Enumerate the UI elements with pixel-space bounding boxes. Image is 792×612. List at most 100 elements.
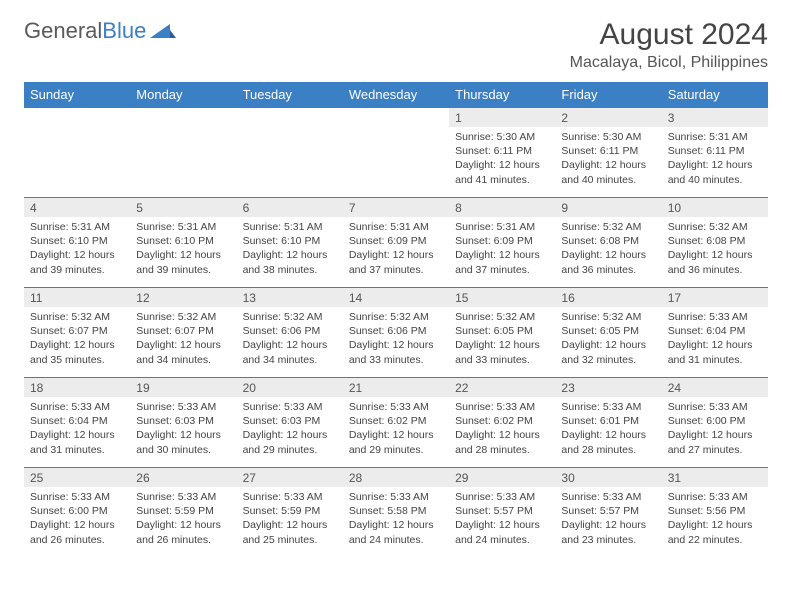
- month-title: August 2024: [570, 18, 768, 52]
- calendar-cell: ..: [24, 108, 130, 198]
- calendar-cell: 29Sunrise: 5:33 AMSunset: 5:57 PMDayligh…: [449, 468, 555, 558]
- day-number: 6: [237, 198, 343, 217]
- day-details: Sunrise: 5:33 AMSunset: 6:03 PMDaylight:…: [130, 397, 236, 461]
- day-number: 10: [662, 198, 768, 217]
- calendar-cell: 15Sunrise: 5:32 AMSunset: 6:05 PMDayligh…: [449, 288, 555, 378]
- day-number: 20: [237, 378, 343, 397]
- title-block: August 2024 Macalaya, Bicol, Philippines: [570, 18, 768, 72]
- calendar-cell: 13Sunrise: 5:32 AMSunset: 6:06 PMDayligh…: [237, 288, 343, 378]
- day-number: 27: [237, 468, 343, 487]
- day-number: 23: [555, 378, 661, 397]
- logo-part2: Blue: [102, 18, 146, 43]
- day-number: 9: [555, 198, 661, 217]
- day-details: Sunrise: 5:30 AMSunset: 6:11 PMDaylight:…: [555, 127, 661, 191]
- day-number: 22: [449, 378, 555, 397]
- calendar-cell: 11Sunrise: 5:32 AMSunset: 6:07 PMDayligh…: [24, 288, 130, 378]
- day-details: Sunrise: 5:33 AMSunset: 6:02 PMDaylight:…: [449, 397, 555, 461]
- weekday-header: Tuesday: [237, 82, 343, 108]
- calendar-cell: 21Sunrise: 5:33 AMSunset: 6:02 PMDayligh…: [343, 378, 449, 468]
- day-details: Sunrise: 5:33 AMSunset: 6:03 PMDaylight:…: [237, 397, 343, 461]
- day-number: 11: [24, 288, 130, 307]
- day-number: 12: [130, 288, 236, 307]
- weekday-row: SundayMondayTuesdayWednesdayThursdayFrid…: [24, 82, 768, 108]
- day-details: Sunrise: 5:33 AMSunset: 6:00 PMDaylight:…: [24, 487, 130, 551]
- day-number: 26: [130, 468, 236, 487]
- calendar-cell: 27Sunrise: 5:33 AMSunset: 5:59 PMDayligh…: [237, 468, 343, 558]
- day-number: 25: [24, 468, 130, 487]
- day-details: Sunrise: 5:31 AMSunset: 6:10 PMDaylight:…: [130, 217, 236, 281]
- weekday-header: Thursday: [449, 82, 555, 108]
- calendar-cell: 30Sunrise: 5:33 AMSunset: 5:57 PMDayligh…: [555, 468, 661, 558]
- day-number: 8: [449, 198, 555, 217]
- weekday-header: Wednesday: [343, 82, 449, 108]
- day-details: Sunrise: 5:31 AMSunset: 6:11 PMDaylight:…: [662, 127, 768, 191]
- day-details: Sunrise: 5:32 AMSunset: 6:07 PMDaylight:…: [130, 307, 236, 371]
- day-number: 18: [24, 378, 130, 397]
- day-details: Sunrise: 5:33 AMSunset: 6:02 PMDaylight:…: [343, 397, 449, 461]
- calendar-week-row: 18Sunrise: 5:33 AMSunset: 6:04 PMDayligh…: [24, 378, 768, 468]
- day-details: Sunrise: 5:32 AMSunset: 6:06 PMDaylight:…: [343, 307, 449, 371]
- calendar-table: SundayMondayTuesdayWednesdayThursdayFrid…: [24, 82, 768, 558]
- calendar-head: SundayMondayTuesdayWednesdayThursdayFrid…: [24, 82, 768, 108]
- calendar-cell: 19Sunrise: 5:33 AMSunset: 6:03 PMDayligh…: [130, 378, 236, 468]
- day-number: 28: [343, 468, 449, 487]
- calendar-cell: 18Sunrise: 5:33 AMSunset: 6:04 PMDayligh…: [24, 378, 130, 468]
- day-number: 19: [130, 378, 236, 397]
- day-details: Sunrise: 5:32 AMSunset: 6:08 PMDaylight:…: [555, 217, 661, 281]
- calendar-cell: 1Sunrise: 5:30 AMSunset: 6:11 PMDaylight…: [449, 108, 555, 198]
- day-details: Sunrise: 5:33 AMSunset: 5:56 PMDaylight:…: [662, 487, 768, 551]
- calendar-cell: ..: [130, 108, 236, 198]
- weekday-header: Saturday: [662, 82, 768, 108]
- header: GeneralBlue August 2024 Macalaya, Bicol,…: [24, 18, 768, 72]
- day-details: Sunrise: 5:32 AMSunset: 6:05 PMDaylight:…: [449, 307, 555, 371]
- day-number: 30: [555, 468, 661, 487]
- day-details: Sunrise: 5:32 AMSunset: 6:05 PMDaylight:…: [555, 307, 661, 371]
- calendar-cell: 5Sunrise: 5:31 AMSunset: 6:10 PMDaylight…: [130, 198, 236, 288]
- calendar-cell: 7Sunrise: 5:31 AMSunset: 6:09 PMDaylight…: [343, 198, 449, 288]
- day-number: 15: [449, 288, 555, 307]
- day-number: 1: [449, 108, 555, 127]
- calendar-cell: 22Sunrise: 5:33 AMSunset: 6:02 PMDayligh…: [449, 378, 555, 468]
- weekday-header: Friday: [555, 82, 661, 108]
- day-details: Sunrise: 5:33 AMSunset: 5:59 PMDaylight:…: [130, 487, 236, 551]
- calendar-cell: 23Sunrise: 5:33 AMSunset: 6:01 PMDayligh…: [555, 378, 661, 468]
- day-number: 3: [662, 108, 768, 127]
- calendar-body: ........1Sunrise: 5:30 AMSunset: 6:11 PM…: [24, 108, 768, 558]
- logo: GeneralBlue: [24, 18, 176, 44]
- day-details: Sunrise: 5:32 AMSunset: 6:06 PMDaylight:…: [237, 307, 343, 371]
- calendar-cell: ..: [237, 108, 343, 198]
- logo-part1: General: [24, 18, 102, 43]
- calendar-cell: 20Sunrise: 5:33 AMSunset: 6:03 PMDayligh…: [237, 378, 343, 468]
- day-details: Sunrise: 5:33 AMSunset: 6:04 PMDaylight:…: [24, 397, 130, 461]
- day-number: 4: [24, 198, 130, 217]
- day-number: 16: [555, 288, 661, 307]
- day-details: Sunrise: 5:32 AMSunset: 6:07 PMDaylight:…: [24, 307, 130, 371]
- day-number: 2: [555, 108, 661, 127]
- day-details: Sunrise: 5:33 AMSunset: 6:01 PMDaylight:…: [555, 397, 661, 461]
- weekday-header: Monday: [130, 82, 236, 108]
- triangle-icon: [150, 22, 176, 40]
- calendar-cell: 26Sunrise: 5:33 AMSunset: 5:59 PMDayligh…: [130, 468, 236, 558]
- weekday-header: Sunday: [24, 82, 130, 108]
- day-details: Sunrise: 5:33 AMSunset: 5:57 PMDaylight:…: [555, 487, 661, 551]
- day-details: Sunrise: 5:33 AMSunset: 5:57 PMDaylight:…: [449, 487, 555, 551]
- calendar-week-row: 11Sunrise: 5:32 AMSunset: 6:07 PMDayligh…: [24, 288, 768, 378]
- day-number: 13: [237, 288, 343, 307]
- day-details: Sunrise: 5:31 AMSunset: 6:09 PMDaylight:…: [449, 217, 555, 281]
- calendar-cell: 10Sunrise: 5:32 AMSunset: 6:08 PMDayligh…: [662, 198, 768, 288]
- day-number: 17: [662, 288, 768, 307]
- calendar-cell: 3Sunrise: 5:31 AMSunset: 6:11 PMDaylight…: [662, 108, 768, 198]
- calendar-cell: 28Sunrise: 5:33 AMSunset: 5:58 PMDayligh…: [343, 468, 449, 558]
- calendar-week-row: ........1Sunrise: 5:30 AMSunset: 6:11 PM…: [24, 108, 768, 198]
- calendar-week-row: 25Sunrise: 5:33 AMSunset: 6:00 PMDayligh…: [24, 468, 768, 558]
- calendar-cell: 12Sunrise: 5:32 AMSunset: 6:07 PMDayligh…: [130, 288, 236, 378]
- calendar-cell: ..: [343, 108, 449, 198]
- calendar-cell: 17Sunrise: 5:33 AMSunset: 6:04 PMDayligh…: [662, 288, 768, 378]
- day-details: Sunrise: 5:31 AMSunset: 6:10 PMDaylight:…: [24, 217, 130, 281]
- calendar-cell: 9Sunrise: 5:32 AMSunset: 6:08 PMDaylight…: [555, 198, 661, 288]
- day-number: 7: [343, 198, 449, 217]
- calendar-week-row: 4Sunrise: 5:31 AMSunset: 6:10 PMDaylight…: [24, 198, 768, 288]
- calendar-cell: 31Sunrise: 5:33 AMSunset: 5:56 PMDayligh…: [662, 468, 768, 558]
- day-details: Sunrise: 5:33 AMSunset: 5:59 PMDaylight:…: [237, 487, 343, 551]
- day-details: Sunrise: 5:33 AMSunset: 6:00 PMDaylight:…: [662, 397, 768, 461]
